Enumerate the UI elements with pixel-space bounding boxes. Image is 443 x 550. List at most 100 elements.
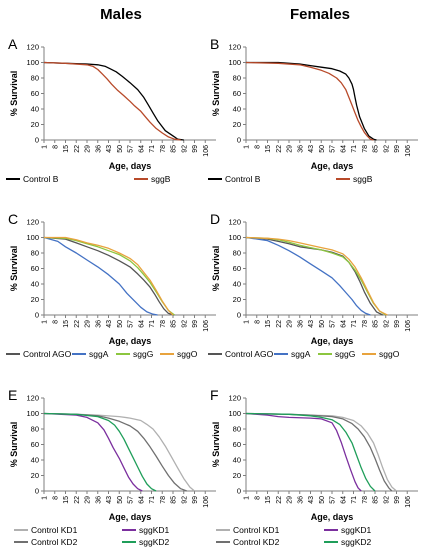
x-tick-label: 92	[181, 320, 188, 328]
x-tick-label: 64	[340, 320, 347, 328]
x-tick-label: 50	[117, 320, 124, 328]
x-tick-label: 15	[265, 145, 272, 153]
series-line-d-1	[245, 236, 383, 316]
males-column-title: Males	[100, 6, 142, 23]
x-tick-label: 57	[330, 320, 337, 328]
series-line-e-2	[43, 412, 143, 492]
x-tick-label: 8	[52, 496, 59, 500]
y-tick-label: 0	[237, 136, 241, 145]
x-tick-label: 1	[244, 145, 251, 149]
y-tick-label: 100	[26, 233, 39, 242]
y-tick-label: 80	[233, 74, 241, 83]
legend-label: Control KD2	[233, 537, 280, 547]
x-tick-label: 43	[106, 320, 113, 328]
x-tick-label: 78	[160, 145, 167, 153]
x-tick-label: 29	[85, 145, 92, 153]
series-line-a-1	[43, 61, 184, 141]
x-tick-label: 29	[287, 145, 294, 153]
legend-label: sggB	[151, 174, 171, 184]
x-tick-label: 50	[319, 145, 326, 153]
panel-label-f: F	[210, 387, 219, 403]
x-tick-label: 29	[85, 496, 92, 504]
x-tick-label: 36	[297, 145, 304, 153]
x-tick-label: 8	[254, 320, 261, 324]
x-tick-label: 1	[244, 496, 251, 500]
y-tick-label: 20	[233, 471, 241, 480]
y-tick-label: 80	[233, 249, 241, 258]
y-tick-label: 0	[237, 311, 241, 320]
x-tick-label: 85	[373, 145, 380, 153]
x-tick-label: 85	[171, 496, 178, 504]
series-line-e-1	[43, 412, 195, 492]
x-tick-label: 85	[373, 320, 380, 328]
y-tick-label: 0	[35, 487, 39, 496]
y-tick-label: 120	[228, 43, 241, 52]
x-tick-label: 57	[128, 496, 135, 504]
x-tick-label: 8	[52, 145, 59, 149]
series-line-c-2	[43, 236, 158, 316]
y-axis-title-a: % Survival	[9, 71, 19, 117]
x-tick-label: 64	[138, 496, 145, 504]
y-tick-label: 40	[233, 105, 241, 114]
x-tick-label: 22	[74, 496, 81, 504]
y-tick-label: 60	[233, 89, 241, 98]
y-tick-label: 100	[228, 409, 241, 418]
x-tick-label: 36	[95, 496, 102, 504]
x-tick-label: 78	[160, 320, 167, 328]
x-tick-label: 29	[85, 320, 92, 328]
y-tick-label: 120	[26, 43, 39, 52]
x-tick-label: 15	[63, 145, 70, 153]
legend-label: Control AGO	[23, 349, 72, 359]
x-tick-label: 64	[138, 145, 145, 153]
series-line-b-1	[246, 61, 377, 141]
x-tick-label: 85	[171, 320, 178, 328]
series-line-b-2	[245, 61, 374, 141]
y-tick-label: 40	[31, 280, 39, 289]
legend-label: sggG	[335, 349, 355, 359]
x-tick-label: 50	[319, 320, 326, 328]
series-line-f-3	[245, 412, 393, 492]
series-line-f-2	[245, 412, 362, 492]
legend-label: sggKD2	[139, 537, 170, 547]
y-tick-label: 120	[26, 218, 39, 227]
x-tick-label: 106	[203, 145, 210, 157]
x-tick-label: 64	[340, 496, 347, 504]
x-axis-title-a: Age, days	[109, 161, 152, 171]
y-axis-title-b: % Survival	[211, 71, 221, 117]
y-tick-label: 0	[35, 136, 39, 145]
y-tick-label: 80	[31, 425, 39, 434]
y-tick-label: 40	[31, 456, 39, 465]
x-tick-label: 29	[287, 320, 294, 328]
y-tick-label: 20	[233, 120, 241, 129]
x-tick-label: 92	[383, 496, 390, 504]
y-axis-title-d: % Survival	[211, 246, 221, 292]
y-tick-label: 20	[31, 120, 39, 129]
x-tick-label: 71	[351, 320, 358, 328]
legend-label: Control KD1	[233, 525, 280, 535]
x-tick-label: 85	[171, 145, 178, 153]
x-tick-label: 78	[362, 320, 369, 328]
legend-label: sggO	[379, 349, 400, 359]
panel-label-c: C	[8, 211, 18, 227]
x-tick-label: 15	[265, 496, 272, 504]
x-tick-label: 36	[95, 145, 102, 153]
x-tick-label: 57	[330, 496, 337, 504]
y-tick-label: 60	[31, 440, 39, 449]
x-tick-label: 36	[95, 320, 102, 328]
x-tick-label: 106	[405, 320, 412, 332]
y-tick-label: 100	[26, 58, 39, 67]
x-tick-label: 92	[181, 496, 188, 504]
x-tick-label: 22	[276, 320, 283, 328]
series-line-c-1	[43, 236, 175, 316]
series-line-e-3	[43, 412, 188, 492]
x-tick-label: 106	[203, 496, 210, 508]
y-axis-title-e: % Survival	[9, 422, 19, 468]
x-tick-label: 99	[192, 320, 199, 328]
